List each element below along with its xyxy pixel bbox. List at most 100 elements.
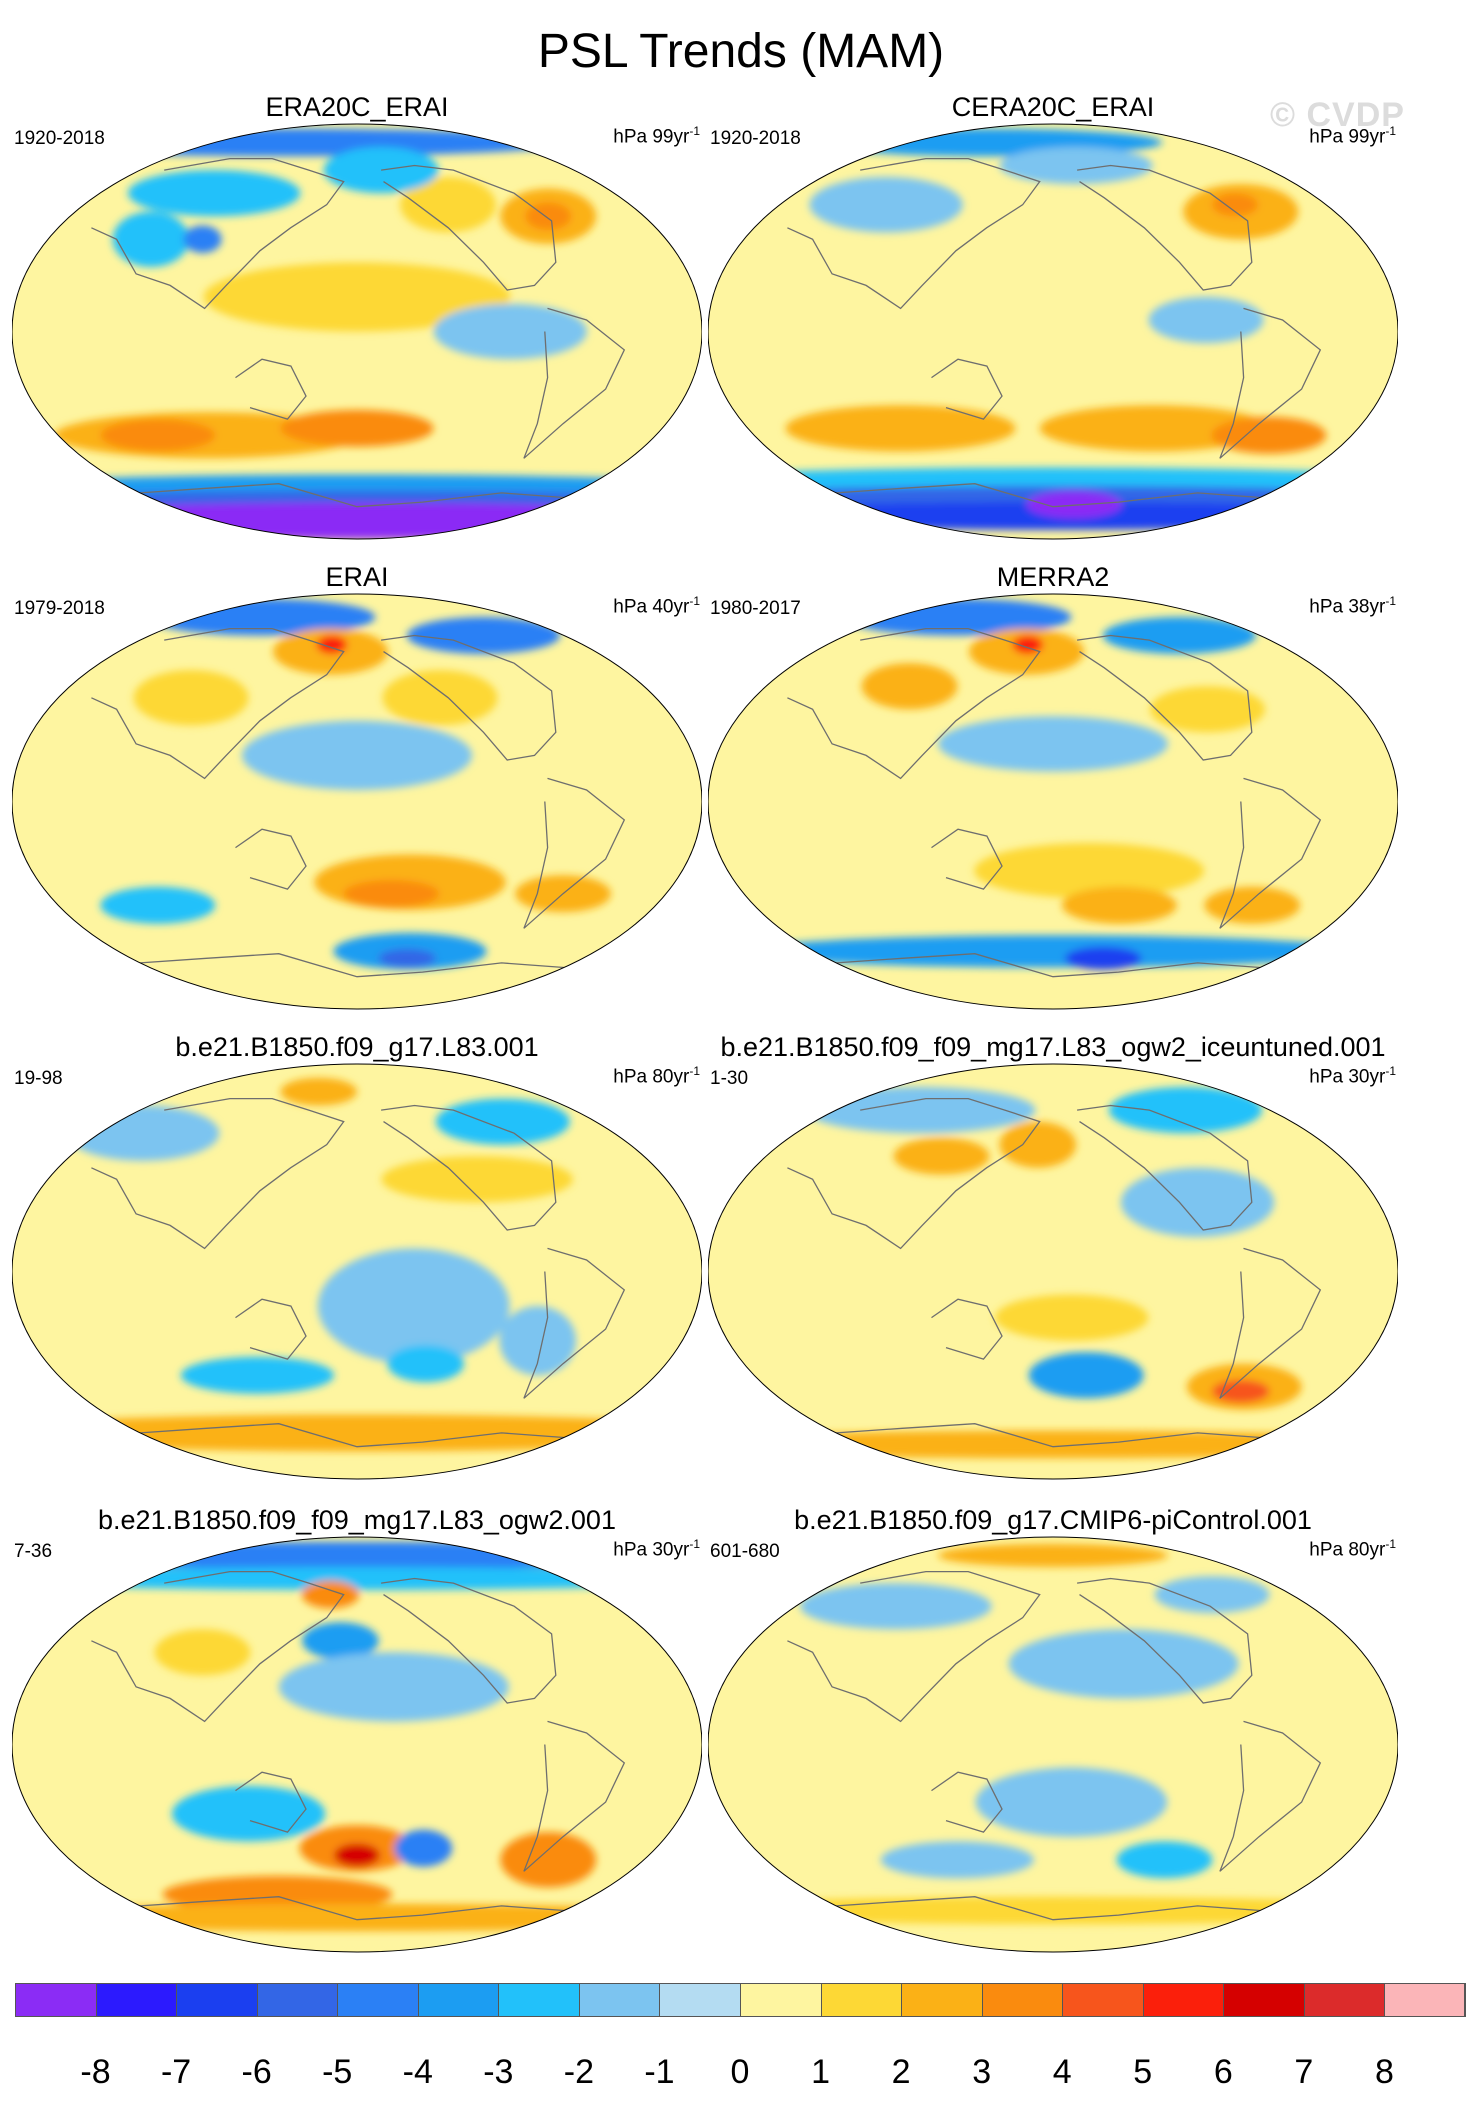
- coastline: [836, 483, 1261, 508]
- colorbar-box: [1062, 1983, 1144, 2017]
- trend-region: [323, 147, 439, 194]
- map-outline: [708, 123, 1398, 540]
- trend-region: [280, 409, 434, 447]
- colorbar-tick-label: 1: [811, 2053, 830, 2091]
- trend-region: [12, 1414, 702, 1452]
- trend-region: [154, 1629, 251, 1676]
- panel-units: hPa 30yr-1: [1309, 1064, 1396, 1088]
- trend-region: [809, 177, 963, 233]
- coastline: [91, 1570, 345, 1723]
- colorbar-tick-label: -1: [644, 2053, 675, 2091]
- trend-region: [112, 211, 190, 267]
- trend-region: [433, 303, 587, 360]
- colorbar-box: [981, 1983, 1064, 2017]
- colorbar-tick-label: 5: [1133, 2053, 1153, 2091]
- colorbar-tick-label: 0: [730, 2053, 750, 2091]
- trend-region: [400, 177, 496, 233]
- trend-region: [1108, 1087, 1263, 1134]
- trend-region: [1028, 1352, 1144, 1399]
- panel-units-exponent: -1: [1385, 124, 1396, 138]
- coastline: [1219, 1720, 1322, 1872]
- panel-units-base: hPa 99yr: [613, 126, 690, 148]
- trend-region: [394, 1829, 453, 1867]
- panel-period: 19-98: [14, 1068, 63, 1089]
- coastline: [235, 358, 307, 420]
- trend-region: [995, 1294, 1149, 1341]
- panel-units-base: hPa 38yr: [1309, 596, 1386, 618]
- coastline: [140, 1896, 565, 1921]
- trend-region: [861, 663, 958, 710]
- map-panel: ERA20C_ERAI 1920-2018 hPa 99yr-1: [12, 92, 702, 562]
- trend-region: [66, 1105, 220, 1161]
- trend-region: [1116, 1841, 1213, 1879]
- coastline: [235, 1298, 307, 1360]
- panel-units-exponent: -1: [689, 124, 700, 138]
- trend-region: [999, 1121, 1077, 1168]
- panel-units-exponent: -1: [689, 1064, 700, 1078]
- coastline: [1077, 1577, 1253, 1704]
- colorbar: [15, 1983, 1466, 2019]
- trend-region: [1148, 296, 1264, 344]
- trend-region: [938, 1543, 1168, 1567]
- trend-region: [1061, 886, 1177, 924]
- trend-region: [800, 1583, 992, 1630]
- colorbar-box: [740, 1983, 822, 2017]
- coastline: [787, 157, 1041, 310]
- trend-region: [12, 502, 702, 539]
- colorbar-tick-label: -5: [322, 2053, 353, 2091]
- coastline: [91, 157, 345, 310]
- trend-region: [317, 1248, 510, 1364]
- panel-units: hPa 80yr-1: [613, 1064, 700, 1088]
- coastline: [523, 307, 626, 459]
- coastline: [381, 164, 557, 291]
- map-plot: [12, 593, 702, 1010]
- trend-region: [1204, 886, 1301, 924]
- coastline: [787, 1570, 1041, 1723]
- panel-title: ERAI: [325, 562, 389, 592]
- map-plot: [12, 1063, 702, 1480]
- colorbar-box: [1384, 1983, 1466, 2017]
- panel-units: hPa 30yr-1: [613, 1537, 700, 1561]
- colorbar-box: [95, 1983, 178, 2017]
- coastline: [1219, 777, 1322, 929]
- trend-region: [893, 1137, 990, 1175]
- trend-region: [343, 879, 440, 908]
- map-panel: b.e21.B1850.f09_g17.CMIP6-piControl.001 6…: [708, 1505, 1398, 1975]
- panel-units: hPa 40yr-1: [613, 594, 700, 618]
- coastline: [381, 634, 557, 761]
- figure-title: PSL Trends (MAM): [537, 25, 945, 78]
- panel-title: b.e21.B1850.f09_f09_mg17.L83_ogw2_iceunt…: [720, 1032, 1386, 1062]
- trend-region: [133, 670, 249, 726]
- colorbar-tick-label: 6: [1213, 2053, 1233, 2091]
- colorbar-box: [176, 1983, 258, 2017]
- colorbar-box: [417, 1983, 500, 2017]
- coastline: [1077, 1104, 1253, 1231]
- trend-region: [974, 843, 1205, 899]
- trend-region: [406, 617, 561, 654]
- panel-units-exponent: -1: [1385, 1537, 1396, 1551]
- map-background: [708, 1064, 1398, 1479]
- panel-title: b.e21.B1850.f09_g17.L83.001: [175, 1032, 539, 1062]
- trend-region: [785, 405, 1016, 452]
- panel-units-base: hPa 30yr: [1309, 1066, 1386, 1088]
- trend-region: [1039, 405, 1270, 452]
- trend-region: [12, 1566, 702, 1591]
- panel-period: 1-30: [710, 1068, 749, 1089]
- panel-period: 1920-2018: [14, 128, 105, 149]
- map-outline: [708, 593, 1398, 1010]
- colorbar-tick-label: -3: [483, 2053, 514, 2091]
- coastline: [836, 1896, 1261, 1921]
- trend-region: [100, 419, 216, 452]
- trend-region: [1064, 946, 1142, 970]
- colorbar-tick-label: -8: [80, 2053, 111, 2091]
- map-outline: [12, 1536, 702, 1953]
- coastline: [836, 1423, 1261, 1448]
- trend-region: [378, 949, 436, 968]
- panel-units-base: hPa 30yr: [613, 1539, 690, 1561]
- trend-region: [1212, 193, 1259, 217]
- panel-title: b.e21.B1850.f09_f09_mg17.L83_ogw2.001: [98, 1505, 616, 1535]
- trend-region: [1026, 490, 1123, 519]
- coastline: [235, 1771, 307, 1833]
- panel-title: CERA20C_ERAI: [951, 92, 1155, 122]
- trend-region: [387, 1345, 465, 1383]
